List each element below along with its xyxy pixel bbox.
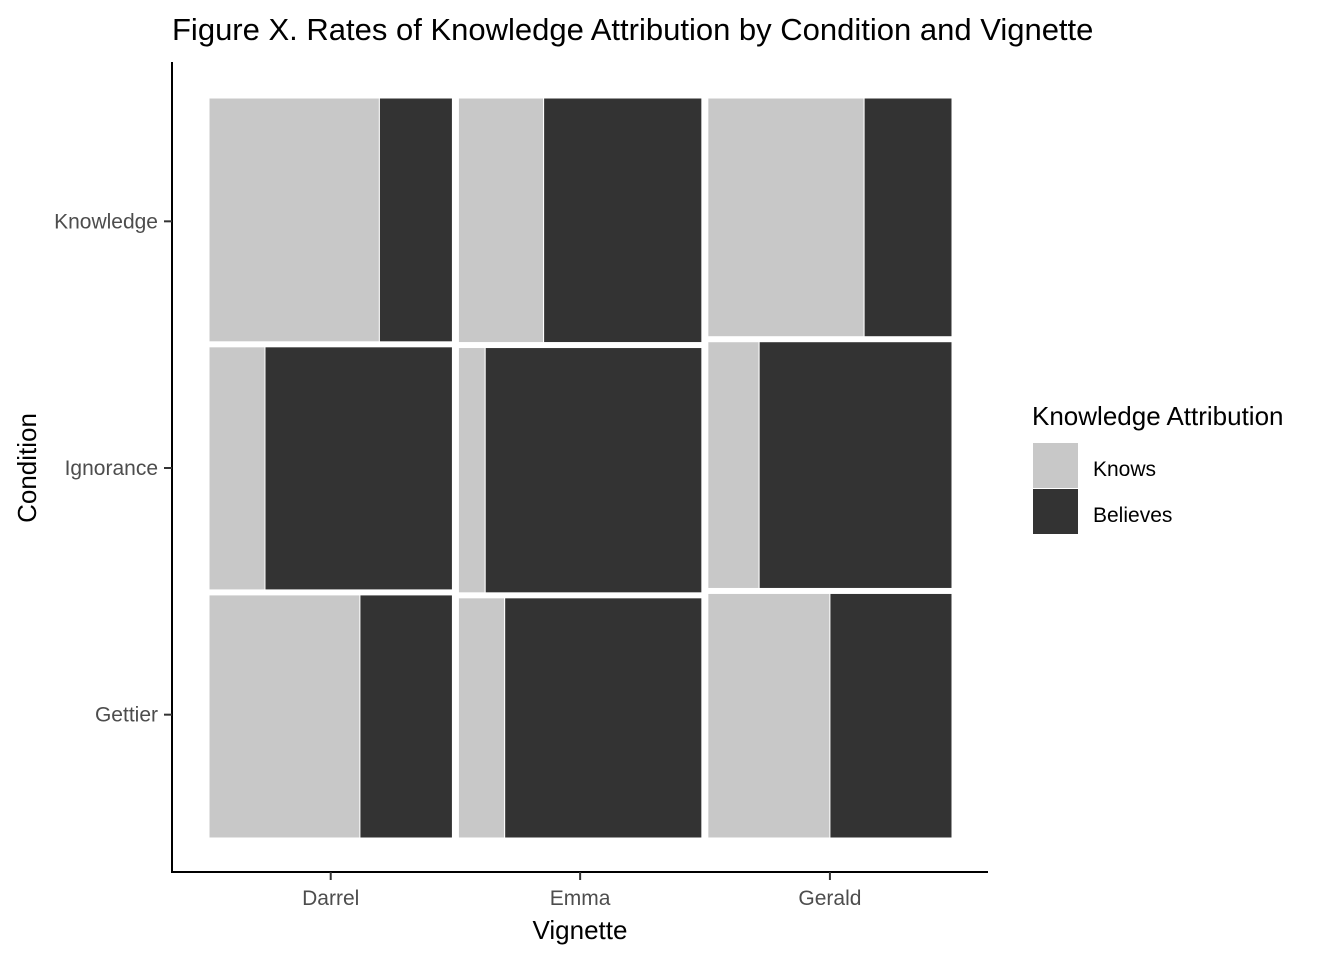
legend: Knowledge Attribution Knows Believes bbox=[1032, 401, 1284, 534]
tile-darrel-knowledge-believes bbox=[378, 97, 453, 343]
x-axis-title: Vignette bbox=[533, 915, 628, 945]
tile-gerald-gettier-believes bbox=[829, 592, 953, 839]
legend-key-knows bbox=[1033, 443, 1078, 488]
tile-gerald-ignorance-knows bbox=[707, 341, 760, 589]
tile-gerald-gettier-knows bbox=[707, 592, 831, 839]
y-axis-ticks: Knowledge Ignorance Gettier bbox=[54, 210, 172, 727]
tile-darrel-knowledge-knows bbox=[208, 97, 380, 343]
tile-darrel-gettier-knows bbox=[208, 594, 361, 839]
legend-key-believes bbox=[1033, 489, 1078, 534]
tile-darrel-ignorance-believes bbox=[264, 346, 453, 591]
y-tick-label-ignorance: Ignorance bbox=[65, 457, 158, 480]
tile-emma-knowledge-knows bbox=[457, 97, 545, 344]
tile-darrel-gettier-believes bbox=[359, 594, 453, 839]
tile-gerald-ignorance-believes bbox=[758, 341, 953, 589]
tile-darrel-ignorance-knows bbox=[208, 346, 266, 591]
mosaic-tiles bbox=[208, 97, 953, 839]
tile-emma-gettier-believes bbox=[504, 597, 703, 839]
tile-emma-ignorance-believes bbox=[484, 347, 703, 594]
tile-emma-ignorance-knows bbox=[457, 347, 486, 594]
tile-gerald-knowledge-believes bbox=[863, 97, 953, 338]
legend-label-knows: Knows bbox=[1093, 458, 1156, 481]
y-tick-label-gettier: Gettier bbox=[95, 704, 158, 727]
legend-title: Knowledge Attribution bbox=[1032, 401, 1284, 431]
chart-title: Figure X. Rates of Knowledge Attribution… bbox=[172, 12, 1093, 47]
y-tick-label-knowledge: Knowledge bbox=[54, 210, 158, 233]
tile-emma-gettier-knows bbox=[457, 597, 506, 839]
legend-label-believes: Believes bbox=[1093, 504, 1172, 527]
x-tick-label-darrel: Darrel bbox=[302, 887, 359, 910]
x-axis-ticks: Darrel Emma Gerald bbox=[302, 872, 861, 910]
y-axis-title: Condition bbox=[12, 413, 42, 523]
x-tick-label-emma: Emma bbox=[550, 887, 611, 910]
tile-gerald-knowledge-knows bbox=[707, 97, 865, 338]
tile-emma-knowledge-believes bbox=[543, 97, 703, 344]
x-tick-label-gerald: Gerald bbox=[798, 887, 861, 910]
